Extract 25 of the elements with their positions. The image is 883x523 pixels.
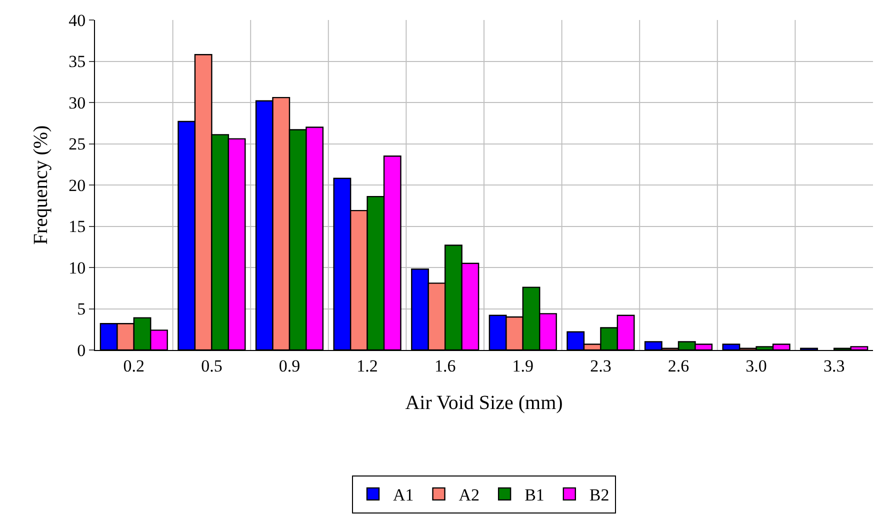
x-tick-label: 0.5 (201, 356, 222, 376)
x-tick-label: 0.9 (278, 356, 300, 376)
y-tick-label: 35 (68, 52, 86, 72)
x-tick-label: 2.3 (590, 356, 612, 376)
x-axis-title: Air Void Size (mm) (405, 392, 563, 414)
y-axis-title: Frequency (%) (30, 125, 52, 245)
legend-label: A1 (393, 486, 414, 505)
y-tick-label: 25 (68, 134, 86, 154)
x-tick-label: 1.9 (512, 356, 534, 376)
y-tick-label: 5 (77, 300, 86, 319)
x-tick-label: 0.2 (123, 356, 145, 376)
y-tick-label: 20 (68, 176, 86, 195)
x-tick-label: 3.0 (746, 356, 767, 376)
x-tick-label: 3.3 (823, 356, 845, 376)
y-tick-label: 10 (68, 258, 86, 278)
x-tick-label: 1.2 (356, 356, 378, 376)
y-tick-label: 30 (68, 93, 86, 112)
y-tick-label: 40 (68, 10, 86, 30)
y-tick-label: 0 (77, 340, 86, 360)
y-tick-label: 15 (68, 217, 86, 236)
legend-label: B1 (524, 486, 544, 505)
legend-label: B2 (589, 486, 610, 505)
x-tick-label: 1.6 (434, 356, 456, 376)
legend-label: A2 (458, 486, 480, 505)
x-tick-label: 2.6 (668, 356, 690, 376)
